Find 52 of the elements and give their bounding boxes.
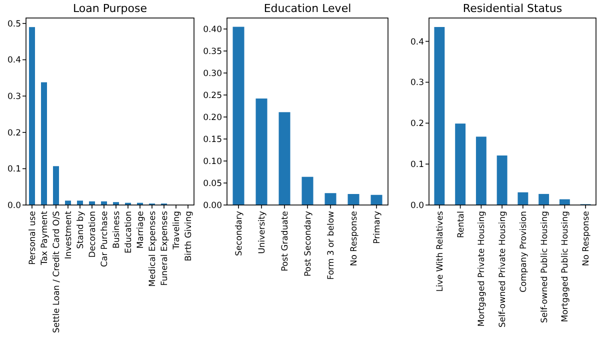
x-tick-label: Secondary <box>234 211 244 256</box>
x-tick-label: Personal use <box>28 211 38 265</box>
x-tick-label: Live With Relatives <box>435 210 446 292</box>
x-tick-label: Mortgaged Public Housing <box>560 211 571 322</box>
y-tick-label: 0.0 <box>7 200 21 211</box>
y-tick-label: 0.20 <box>203 112 222 123</box>
x-tick-label: Tax Payment <box>40 210 50 266</box>
y-tick-label: 0.4 <box>7 56 21 66</box>
chart-title: Loan Purpose <box>72 2 148 15</box>
y-tick-label: 0.10 <box>203 156 222 167</box>
x-tick-label: Post Graduate <box>280 211 290 272</box>
y-tick-label: 0.5 <box>7 19 21 30</box>
x-tick-label: Self-owned Public Housing <box>540 211 550 324</box>
y-tick-label: 0.1 <box>7 164 21 175</box>
y-tick-label: 0.2 <box>7 128 21 138</box>
y-tick-label: 0.2 <box>410 119 424 130</box>
x-tick-label: Post Secondary <box>303 211 314 277</box>
y-tick-label: 0.0 <box>410 200 424 211</box>
y-tick-label: 0.40 <box>203 24 222 35</box>
y-tick-label: 0.15 <box>203 134 222 145</box>
x-tick-label: Primary <box>372 211 382 244</box>
x-tick-label: Investment <box>64 210 74 260</box>
x-tick-label: Decoration <box>88 211 98 258</box>
y-tick-label: 0.00 <box>203 200 222 211</box>
x-tick-label: Business <box>112 210 122 248</box>
y-tick-label: 0.3 <box>410 78 424 88</box>
y-tick-label: 0.1 <box>410 160 424 170</box>
x-tick-label: Traveling <box>172 211 182 250</box>
x-tick-label: Marriage <box>136 211 146 249</box>
x-tick-label: No Response <box>582 211 592 266</box>
y-tick-label: 0.25 <box>203 90 222 101</box>
x-tick-label: Education <box>124 211 134 254</box>
y-tick-label: 0.05 <box>203 178 222 189</box>
x-tick-label: Company Provision <box>518 211 529 292</box>
y-tick-label: 0.3 <box>7 92 21 102</box>
chart-title: Education Level <box>264 2 352 15</box>
x-tick-label: Medical Expenses <box>148 210 158 287</box>
x-tick-label: Rental <box>456 211 466 238</box>
x-tick-label: Stand by <box>76 211 86 249</box>
x-tick-label: Car Purchase <box>100 211 110 267</box>
y-tick-label: 0.4 <box>410 37 424 48</box>
y-tick-label: 0.35 <box>203 46 222 57</box>
x-tick-label: Settle Loan / Credit Card O/S <box>52 211 62 334</box>
x-tick-label: Birth Giving <box>184 211 194 262</box>
x-tick-label: University <box>257 211 268 254</box>
x-tick-label: Form 3 or below <box>326 210 336 280</box>
x-tick-label: Self-owned Private Housing <box>498 211 508 328</box>
chart-title: Residential Status <box>462 2 562 15</box>
x-tick-label: Funeral Expenses <box>160 210 170 286</box>
y-tick-label: 0.30 <box>203 68 222 79</box>
x-tick-label: No Response <box>349 211 360 266</box>
x-tick-label: Mortgaged Private Housing <box>477 211 488 327</box>
